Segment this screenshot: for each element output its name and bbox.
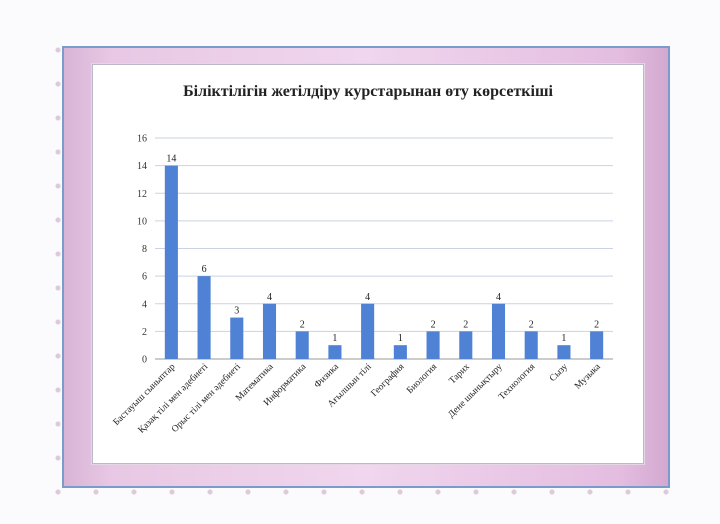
bar — [230, 317, 244, 359]
y-tick-label: 0 — [142, 355, 147, 366]
y-tick-label: 6 — [142, 272, 147, 283]
bar — [328, 345, 342, 359]
data-label: 2 — [300, 319, 305, 330]
x-tick-label: Физика — [313, 362, 342, 391]
bar — [295, 331, 309, 359]
bar — [197, 276, 211, 359]
x-tick-label: Тарих — [448, 362, 472, 386]
x-tick-label: Биология — [405, 362, 439, 396]
y-tick-label: 16 — [137, 134, 147, 145]
chart-panel: Біліктілігін жетілдіру курстарынан өту к… — [92, 64, 644, 464]
data-label: 2 — [463, 319, 468, 330]
y-tick-label: 10 — [137, 216, 147, 227]
y-tick-label: 14 — [137, 161, 147, 172]
data-label: 6 — [202, 264, 207, 275]
data-label: 4 — [267, 292, 272, 303]
data-label: 3 — [234, 306, 239, 317]
chart-title: Біліктілігін жетілдіру курстарынан өту к… — [183, 83, 553, 100]
data-label: 1 — [561, 333, 566, 344]
bar — [426, 331, 440, 359]
x-tick-label: Бастауыш сыныптар — [112, 362, 178, 428]
bar — [491, 303, 506, 359]
bar — [557, 345, 571, 359]
bar — [393, 345, 407, 359]
y-tick-label: 12 — [137, 189, 147, 200]
data-label: 2 — [594, 319, 599, 330]
data-label: 2 — [431, 319, 436, 330]
x-tick-label: География — [369, 361, 407, 399]
bar — [524, 331, 538, 359]
x-tick-label: Музыка — [573, 362, 603, 392]
x-tick-label: Технология — [497, 362, 538, 403]
data-label: 2 — [529, 319, 534, 330]
x-tick-label: Сызу — [548, 362, 570, 384]
data-label: 1 — [398, 333, 403, 344]
bar — [590, 331, 604, 359]
y-tick-label: 2 — [142, 327, 147, 338]
y-tick-label: 4 — [142, 299, 147, 310]
bar — [459, 331, 473, 359]
bar — [361, 303, 375, 359]
data-label: 1 — [332, 333, 337, 344]
data-label: 14 — [166, 154, 176, 165]
bar — [262, 303, 277, 359]
bar — [164, 165, 178, 359]
y-tick-label: 8 — [142, 244, 147, 255]
data-label: 4 — [365, 292, 370, 303]
data-label: 4 — [496, 292, 501, 303]
